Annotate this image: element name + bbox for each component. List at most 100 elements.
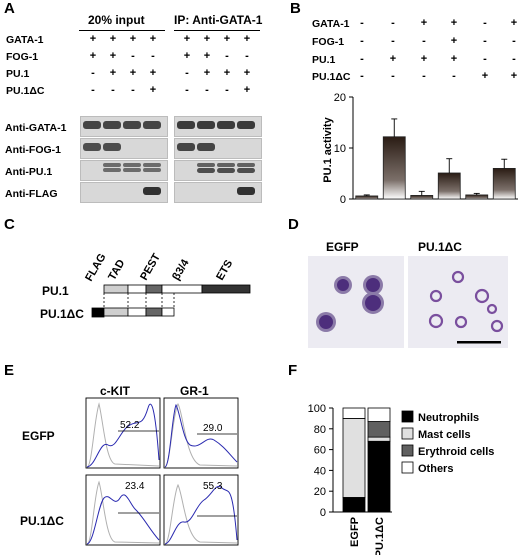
a-input-sign: + — [129, 67, 137, 79]
b-condition-sign: - — [391, 70, 395, 82]
blot-band — [177, 143, 195, 151]
a-input-sign: - — [91, 67, 95, 79]
a-row-label: PU.1ΔC — [6, 85, 45, 97]
b-condition-sign: - — [452, 70, 456, 82]
panel-c-letter: C — [4, 216, 15, 233]
legend-swatch — [401, 461, 414, 474]
b-condition-sign: - — [422, 70, 426, 82]
blot-band — [123, 168, 141, 172]
activity-bar — [465, 194, 489, 200]
b-row-label: PU.1 — [312, 54, 336, 66]
a-input-sign: + — [149, 33, 157, 45]
col-label-gr1: GR-1 — [180, 384, 209, 398]
blot-band — [83, 143, 101, 151]
blot-band — [217, 168, 235, 173]
blot-band — [143, 168, 161, 172]
b-condition-sign: + — [481, 70, 489, 82]
f-category-label: PU.1ΔC — [374, 517, 386, 555]
blot-band — [103, 168, 121, 172]
panel-d-letter: D — [288, 216, 299, 233]
panel-a-letter: A — [4, 0, 15, 17]
y-tick-label: 0 — [340, 194, 346, 206]
blot-band — [103, 143, 121, 151]
micrograph-egfp — [308, 256, 404, 348]
pu1dc-pest-domain — [145, 307, 163, 317]
f-y-tick-label: 80 — [314, 424, 326, 436]
activity-bar — [410, 195, 434, 200]
a-ip-sign: - — [185, 67, 189, 79]
blot-label-pu1: Anti-PU.1 — [5, 166, 53, 178]
b-condition-sign: - — [360, 53, 364, 65]
row-label-egfp: EGFP — [22, 429, 55, 443]
a-ip-sign: - — [225, 50, 229, 62]
blot-band — [237, 187, 255, 195]
a-ip-sign: + — [223, 33, 231, 45]
panel-f-letter: F — [288, 362, 298, 379]
stack-segment — [342, 407, 366, 419]
legend-swatch — [401, 410, 414, 423]
b-condition-sign: + — [389, 53, 397, 65]
pct-egfp-ckit: 52.2 — [120, 420, 140, 431]
a-ip-sign: + — [243, 67, 251, 79]
domain-label-pest: PEST — [138, 251, 163, 282]
b-condition-sign: + — [510, 17, 518, 29]
blot-band — [197, 121, 215, 129]
blot-band — [123, 121, 141, 129]
activity-bar — [437, 172, 461, 200]
pu1-tad-domain — [103, 284, 129, 294]
a-ip-sign: + — [183, 50, 191, 62]
blot-band — [197, 163, 215, 167]
pu1-linker-1 — [127, 284, 147, 294]
b-condition-sign: + — [450, 17, 458, 29]
blot-band — [103, 121, 121, 129]
a-ip-sign: + — [183, 33, 191, 45]
pct-egfp-gr1: 29.0 — [203, 423, 223, 434]
blot-band — [143, 187, 161, 195]
a-input-sign: + — [149, 67, 157, 79]
stack-segment — [342, 417, 366, 498]
legend-label: Neutrophils — [418, 412, 479, 424]
pu1dc-cells — [428, 270, 504, 333]
a-row-label: GATA-1 — [6, 34, 44, 46]
domain-label-ets: ETS — [214, 258, 235, 283]
stack-segment — [367, 407, 391, 422]
b-row-label: GATA-1 — [312, 18, 350, 30]
b-condition-sign: - — [483, 35, 487, 47]
legend-label: Others — [418, 463, 453, 475]
hist-egfp-gr1 — [163, 397, 239, 469]
a-input-sign: - — [131, 50, 135, 62]
a-input-sign: + — [89, 50, 97, 62]
f-y-tick-label: 100 — [308, 403, 326, 415]
domain-label-flag: FLAG — [83, 252, 108, 284]
y-tick-label: 20 — [334, 92, 346, 104]
pu1-row-label: PU.1 — [42, 284, 69, 298]
hist-pu1dc-ckit — [85, 474, 161, 546]
input-header: 20% input — [88, 13, 145, 27]
f-y-tick-label: 20 — [314, 486, 326, 498]
hist-egfp-ckit — [85, 397, 161, 469]
a-ip-sign: - — [205, 84, 209, 96]
a-row-label: PU.1 — [6, 68, 30, 80]
a-ip-sign: - — [185, 84, 189, 96]
a-input-sign: - — [111, 84, 115, 96]
legend-label: Erythroid cells — [418, 446, 494, 458]
b-row-label: PU.1ΔC — [312, 71, 351, 83]
a-row-label: FOG-1 — [6, 51, 39, 63]
blot-band — [123, 163, 141, 167]
a-ip-sign: + — [243, 84, 251, 96]
f-y-tick-label: 60 — [314, 445, 326, 457]
b-condition-sign: + — [450, 35, 458, 47]
activity-bar — [382, 136, 406, 200]
a-input-sign: - — [131, 84, 135, 96]
activity-bar — [355, 195, 379, 200]
a-input-sign: - — [151, 50, 155, 62]
legend-swatch — [401, 427, 414, 440]
stack-segment — [342, 497, 366, 513]
b-condition-sign: - — [391, 35, 395, 47]
a-ip-sign: - — [245, 50, 249, 62]
pct-pu1dc-ckit: 23.4 — [125, 481, 145, 492]
a-ip-sign: - — [225, 84, 229, 96]
pu1-beta34-domain — [161, 284, 203, 294]
